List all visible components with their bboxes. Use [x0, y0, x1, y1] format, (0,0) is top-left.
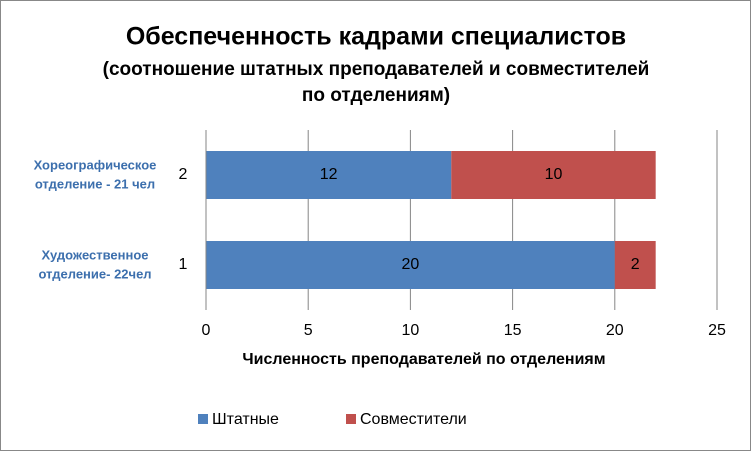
x-tick-label: 25	[708, 322, 726, 339]
legend-label: Штатные	[212, 411, 279, 428]
category-note: Художественное	[41, 247, 148, 262]
chart-title: Обеспеченность кадрами специалистов	[126, 23, 626, 51]
x-tick-label: 10	[402, 322, 420, 339]
data-label: 20	[402, 256, 420, 273]
data-label: 12	[320, 166, 338, 183]
category-note: отделение- 22чел	[38, 266, 151, 281]
bar-segment	[206, 151, 452, 199]
y-tick-label: 1	[179, 256, 188, 273]
bar-segment	[451, 151, 656, 199]
x-axis-label: Численность преподавателей по отделениям	[242, 351, 605, 368]
category-note: Хореографическое	[34, 157, 157, 172]
data-label: 2	[631, 256, 640, 273]
category-note: отделение - 21 чел	[35, 176, 155, 191]
x-tick-label: 5	[304, 322, 313, 339]
bar-segment	[206, 241, 615, 289]
chart-subtitle: по отделениям)	[302, 85, 450, 106]
legend-swatch	[346, 414, 356, 424]
chart-subtitle: (соотношение штатных преподавателей и со…	[103, 59, 650, 80]
legend-swatch	[198, 414, 208, 424]
x-tick-label: 0	[202, 322, 211, 339]
y-tick-label: 2	[179, 166, 188, 183]
data-label: 10	[545, 166, 563, 183]
legend-label: Совместители	[360, 411, 467, 428]
x-tick-label: 15	[504, 322, 522, 339]
bar-segment	[614, 241, 656, 289]
x-tick-label: 20	[606, 322, 624, 339]
